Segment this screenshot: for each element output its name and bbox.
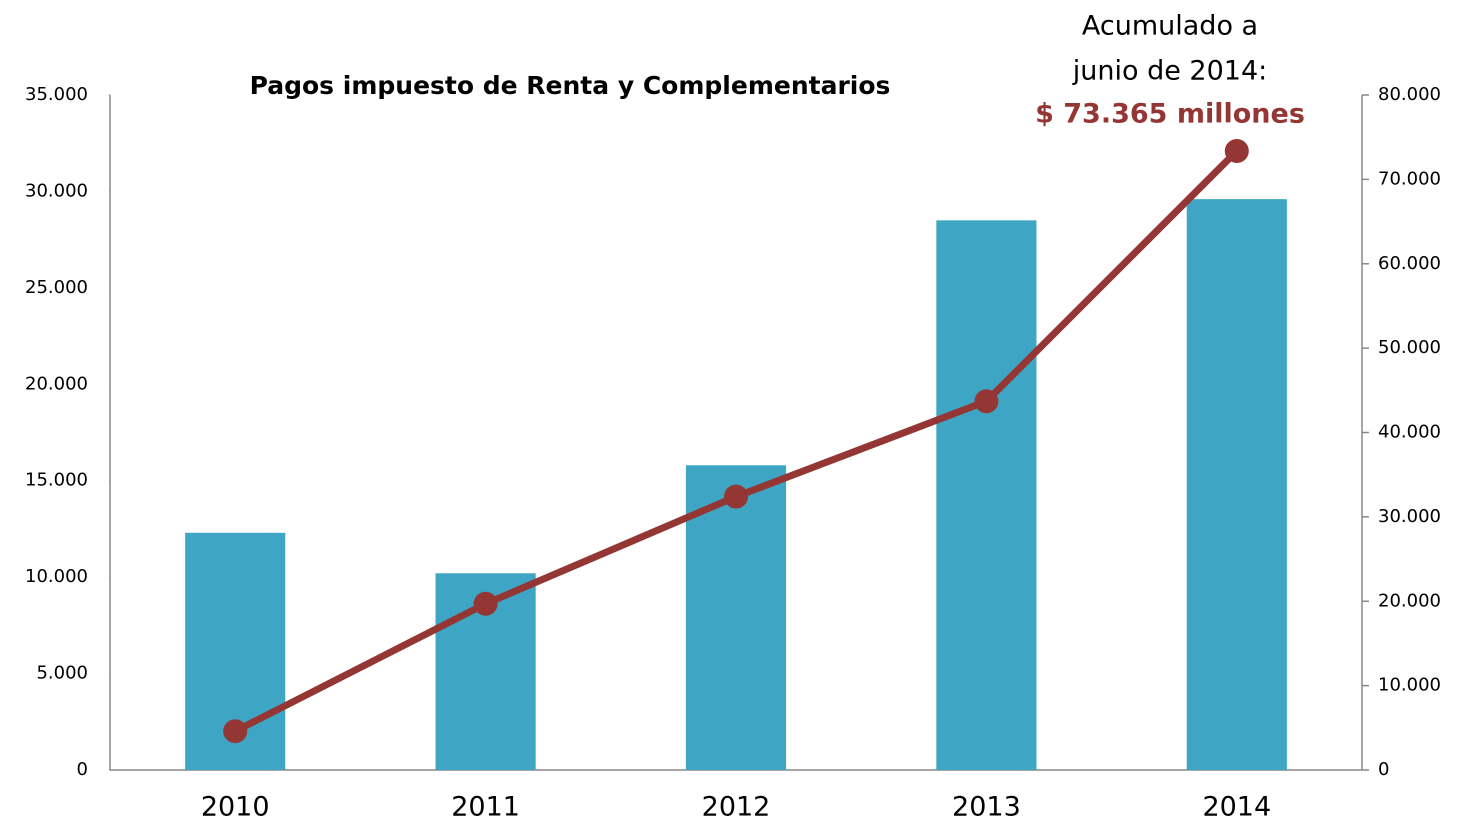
y-tick-label: 10.000 [25, 566, 88, 587]
y-tick-label: 0 [77, 759, 88, 780]
y2-tick-label: 50.000 [1378, 337, 1441, 358]
y-tick-label: 20.000 [25, 373, 88, 394]
y-tick-label: 25.000 [25, 277, 88, 298]
bar [936, 220, 1037, 770]
y2-tick-label: 0 [1378, 759, 1389, 780]
y2-tick-label: 10.000 [1378, 675, 1441, 696]
line-point [1224, 138, 1249, 163]
x-tick-label: 2014 [1202, 792, 1271, 823]
bar [1186, 199, 1287, 771]
y-tick-label: 5.000 [36, 663, 88, 684]
y2-tick-label: 60.000 [1378, 253, 1441, 274]
x-tick-label: 2010 [201, 792, 270, 823]
chart-title: Pagos impuesto de Renta y Complementario… [250, 71, 891, 100]
annotation: junio de 2014: [1072, 56, 1267, 87]
x-tick-label: 2012 [702, 792, 771, 823]
line-point [473, 591, 498, 616]
y2-tick-label: 30.000 [1378, 506, 1441, 527]
bar [685, 465, 787, 770]
y2-tick-label: 40.000 [1378, 422, 1441, 443]
y-tick-label: 15.000 [25, 470, 88, 491]
line-point [223, 719, 248, 744]
y2-tick-label: 80.000 [1378, 84, 1441, 105]
annotation: Acumulado a [1082, 11, 1258, 42]
y2-tick-label: 70.000 [1378, 168, 1441, 189]
line-point [724, 484, 748, 509]
y-tick-label: 35.000 [25, 84, 88, 105]
y-tick-label: 30.000 [25, 180, 88, 201]
x-tick-label: 2013 [952, 792, 1021, 823]
line-point [974, 389, 999, 414]
y2-tick-label: 20.000 [1378, 590, 1441, 611]
annotation-highlight: $ 73.365 millones [1035, 99, 1305, 130]
x-tick-label: 2011 [451, 792, 520, 823]
